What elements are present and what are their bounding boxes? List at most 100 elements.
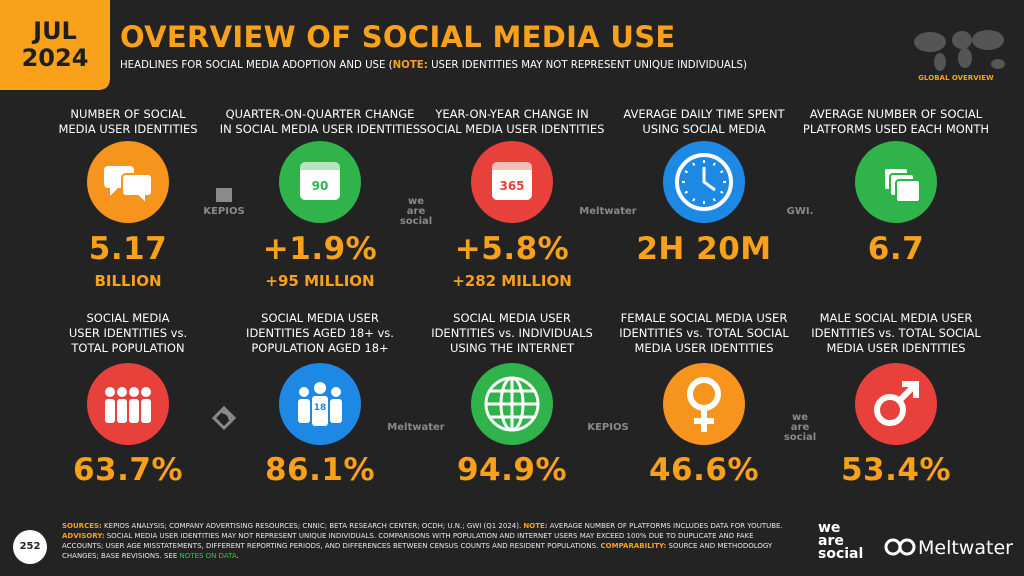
stat-label-line: NUMBER OF SOCIAL [70, 107, 186, 121]
stat-circle [663, 363, 745, 445]
icon-shape [298, 399, 310, 423]
footer-segment: NOTE: [523, 522, 548, 530]
date: JUL 2024 [0, 18, 110, 72]
stat-label: AVERAGE NUMBER OF SOCIAL PLATFORMS USED E… [803, 107, 989, 137]
icon-shape [141, 399, 151, 423]
stat-value: 46.6% [648, 452, 760, 488]
stat-label-line: SOCIAL MEDIA USER [453, 311, 571, 325]
icon-shape [486, 378, 538, 430]
icon-shape [105, 399, 115, 423]
brand-line: are [406, 206, 426, 217]
brand-logo: Meltwater [579, 207, 636, 217]
stat-label-line: SOCIAL MEDIA [86, 311, 170, 325]
stat-icon: 365 [492, 162, 532, 200]
footer-segment: . [236, 552, 239, 560]
brand-logo: KEPIOS [203, 207, 244, 217]
icon-shape [719, 190, 724, 194]
stat-icon [675, 153, 733, 211]
footer-logo-line: we [818, 520, 841, 536]
icon-shape [117, 387, 127, 397]
icon-shape [702, 167, 716, 192]
subtitle-text: HEADLINES FOR SOCIAL MEDIA ADOPTION AND … [120, 60, 393, 71]
icon-shape [314, 382, 326, 394]
icon-shape [117, 399, 127, 423]
brand-line: KEPIOS [203, 206, 245, 217]
footer-segment: ADVISORY: [62, 532, 105, 540]
footer-segment: SOURCES: [62, 522, 102, 530]
stat-value: 5.17 [88, 231, 168, 267]
stat-label: SOCIAL MEDIA USER IDENTITIES vs. INDIVIDU… [431, 311, 593, 356]
stat-label: NUMBER OF SOCIAL MEDIA USER IDENTITIES [58, 107, 197, 137]
footer-segment[interactable]: NOTES ON DATA [179, 552, 237, 560]
world-map [914, 30, 1005, 71]
stat-label-line: POPULATION AGED 18+ [251, 341, 389, 355]
stat-label-line: MALE SOCIAL MEDIA USER [819, 311, 973, 325]
stat-value: 53.4% [840, 452, 952, 488]
stat-label-line: MEDIA USER IDENTITIES [634, 341, 774, 355]
icon-shape [312, 396, 328, 426]
stat-label-line: AVERAGE NUMBER OF SOCIAL [809, 107, 983, 121]
stat-label: AVERAGE DAILY TIME SPENT USING SOCIAL MED… [623, 107, 784, 137]
icon-shape [105, 387, 115, 397]
subtitle-text: USER IDENTITIES MAY NOT REPRESENT UNIQUE… [427, 60, 748, 71]
icon-shape [299, 387, 309, 397]
footer-segment: SOURCE AND METHODOLOGY CHANGES; BASE REV… [62, 542, 773, 560]
stat-icon [874, 381, 919, 426]
footer-logo: we are social [818, 520, 863, 561]
stat-icon [484, 376, 540, 432]
brand-line: Meltwater [579, 206, 637, 217]
brand-logo: Meltwater [387, 423, 444, 433]
stat-label: SOCIAL MEDIA USER IDENTITIES AGED 18+ vs.… [246, 311, 394, 356]
brand-line: KEPIOS [587, 422, 629, 433]
icon-shape [129, 399, 139, 423]
icon-shape [141, 387, 151, 397]
date-badge [0, 0, 110, 90]
brand-line: Meltwater [387, 422, 445, 433]
icon-shape [300, 162, 340, 170]
stat-icon: 18 [298, 382, 342, 426]
stat-value: +1.9% [262, 231, 378, 267]
stat-label-line: MEDIA USER IDENTITIES [826, 341, 966, 355]
icon-shape [719, 170, 724, 174]
stat-label-line: USING THE INTERNET [449, 341, 575, 355]
stat-label-line: IDENTITIES vs. TOTAL SOCIAL [619, 326, 789, 340]
footer-segment: AVERAGE NUMBER OF PLATFORMS INCLUDES DAT… [547, 522, 783, 530]
stat-label: FEMALE SOCIAL MEDIA USER IDENTITIES vs. T… [619, 311, 788, 356]
brand-line: we [791, 412, 809, 423]
stat-label-line: IDENTITIES vs. TOTAL SOCIAL [811, 326, 981, 340]
stat-value: 6.7 [867, 231, 925, 267]
footer-segment: COMPARABILITY: [600, 542, 667, 550]
icon-shape [675, 153, 733, 211]
subtitle: HEADLINES FOR SOCIAL MEDIA ADOPTION AND … [120, 60, 747, 71]
map-label: GLOBAL OVERVIEW [918, 74, 994, 82]
date-year: 2024 [21, 44, 89, 72]
stat-sub: +282 MILLION [452, 272, 572, 290]
brand-logo: KEPIOS [587, 423, 628, 433]
stat-circle [87, 363, 169, 445]
stat-sub: +95 MILLION [265, 272, 375, 290]
icon-shape [492, 162, 532, 200]
subtitle-note: NOTE: [392, 60, 428, 71]
icon-shape [129, 387, 139, 397]
footer-notes: SOURCES: KEPIOS ANALYSIS; COMPANY ADVERT… [62, 521, 792, 561]
brand-logo: GWI. [787, 207, 814, 217]
icon-shape [712, 197, 716, 202]
stat-value: 94.9% [456, 452, 568, 488]
stat-label: MALE SOCIAL MEDIA USER IDENTITIES vs. TOT… [811, 311, 980, 356]
brand-line: GWI. [786, 206, 814, 217]
stat-icon [687, 377, 721, 432]
brand-line: are [790, 422, 810, 433]
stat-label-line: IDENTITIES vs. INDIVIDUALS [431, 326, 593, 340]
icon-shape [121, 173, 153, 207]
stat-label-line: AVERAGE DAILY TIME SPENT [623, 107, 785, 121]
stat-label-line: QUARTER-ON-QUARTER CHANGE [225, 107, 415, 121]
stat-circle [855, 363, 937, 445]
icon-shape [492, 162, 532, 170]
stat-label-line: SOCIAL MEDIA USER [261, 311, 379, 325]
icon-shape [694, 408, 714, 432]
brand-line: social [399, 216, 433, 227]
brand-mark [211, 405, 237, 431]
brand-logo: we are social [400, 197, 432, 227]
